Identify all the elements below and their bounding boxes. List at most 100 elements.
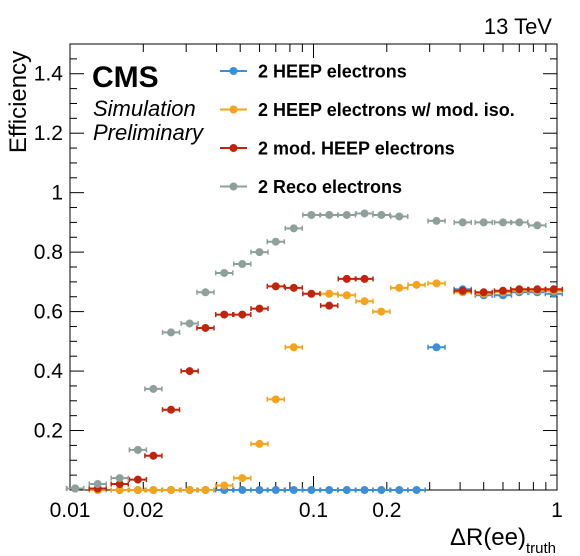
- data-point: [149, 486, 158, 494]
- data-point: [185, 319, 194, 328]
- y-tick-label: 0.2: [34, 420, 63, 443]
- data-point: [220, 481, 229, 490]
- legend-entry: 2 Reco electrons: [220, 177, 402, 197]
- data-point: [220, 268, 229, 277]
- data-point: [360, 274, 369, 283]
- legend-swatch-marker: [229, 144, 238, 152]
- legend-entry: 2 HEEP electrons w/ mod. iso.: [220, 100, 515, 120]
- data-point: [432, 279, 441, 288]
- data-point: [271, 282, 280, 291]
- data-point: [377, 486, 386, 494]
- y-axis-title: Efficiency: [5, 51, 32, 153]
- data-point: [432, 216, 441, 225]
- data-point: [289, 283, 298, 292]
- legend-label: 2 HEEP electrons: [258, 62, 407, 82]
- data-point: [149, 384, 158, 393]
- data-point: [458, 218, 467, 227]
- legend: 2 HEEP electrons 2 HEEP electrons w/ mod.…: [220, 62, 515, 197]
- data-point: [201, 323, 210, 332]
- data-point: [238, 486, 247, 494]
- legend-swatch-marker: [229, 67, 238, 75]
- data-point: [93, 480, 102, 489]
- data-point: [255, 304, 264, 313]
- data-point: [325, 486, 334, 494]
- y-tick-label: 0.4: [34, 360, 64, 383]
- data-point: [533, 221, 542, 230]
- data-point: [115, 486, 124, 494]
- data-point: [325, 301, 334, 310]
- data-point: [255, 248, 264, 257]
- data-point: [167, 405, 176, 414]
- cms-logo-text: CMS: [92, 61, 159, 94]
- data-point: [360, 209, 369, 218]
- data-point: [271, 486, 280, 494]
- simulation-label: Simulation: [93, 96, 196, 121]
- data-point: [115, 480, 124, 489]
- data-point: [115, 474, 124, 483]
- data-point: [255, 486, 264, 494]
- data-point: [412, 486, 421, 494]
- x-tick-label: 0.01: [50, 499, 91, 522]
- data-point: [515, 285, 524, 294]
- data-point: [289, 486, 298, 494]
- data-point: [220, 310, 229, 319]
- data-point: [271, 237, 280, 246]
- y-tick-label: 1.4: [34, 63, 64, 86]
- y-tick-label: 1: [51, 182, 63, 205]
- data-point: [325, 210, 334, 219]
- data-point: [515, 218, 524, 227]
- data-point: [395, 283, 404, 292]
- data-point: [238, 260, 247, 269]
- x-tick-label: 0.2: [372, 499, 401, 522]
- x-tick-label: 0.02: [123, 499, 164, 522]
- x-axis-title-subscript: truth: [526, 540, 556, 556]
- y-tick-label: 1.2: [34, 122, 63, 145]
- data-point: [238, 310, 247, 319]
- data-point: [458, 286, 467, 295]
- data-point: [479, 288, 488, 297]
- energy-label: 13 TeV: [484, 14, 552, 39]
- data-point: [395, 212, 404, 221]
- data-point: [432, 343, 441, 352]
- data-point: [185, 486, 194, 494]
- data-point: [133, 445, 142, 454]
- data-point: [167, 486, 176, 494]
- data-point: [395, 486, 404, 494]
- data-point: [149, 451, 158, 460]
- data-point: [271, 395, 280, 404]
- data-point: [360, 486, 369, 494]
- data-point: [498, 218, 507, 227]
- data-point: [342, 274, 351, 283]
- legend-label: 2 HEEP electrons w/ mod. iso.: [258, 100, 515, 120]
- data-point: [342, 291, 351, 300]
- data-point: [201, 486, 210, 494]
- x-tick-label: 0.1: [299, 499, 328, 522]
- data-point: [201, 288, 210, 297]
- x-axis-title: ΔR(ee): [450, 524, 526, 551]
- series-3: [65, 274, 564, 493]
- legend-entry: 2 mod. HEEP electrons: [220, 139, 455, 159]
- preliminary-label: Preliminary: [93, 120, 205, 145]
- data-point: [412, 280, 421, 289]
- data-point: [325, 289, 334, 298]
- data-point: [342, 210, 351, 219]
- series-4: [65, 209, 547, 493]
- y-tick-label: 0.6: [34, 301, 63, 324]
- data-point: [342, 486, 351, 494]
- y-axis: 0.2 0.4 0.6 0.8 1 1.2 1.4: [34, 43, 557, 476]
- data-point: [185, 367, 194, 376]
- data-point: [167, 328, 176, 337]
- data-point: [498, 286, 507, 295]
- data-point: [289, 224, 298, 233]
- data-point: [377, 307, 386, 316]
- x-axis: 0.01 0.02 0.1 0.2 1: [50, 44, 563, 522]
- x-tick-label: 1: [551, 499, 563, 522]
- data-point: [533, 285, 542, 294]
- data-point: [377, 210, 386, 219]
- data-point: [549, 285, 558, 294]
- data-point: [133, 475, 142, 484]
- y-tick-label: 0.8: [34, 241, 63, 264]
- data-point: [307, 289, 316, 298]
- legend-entry: 2 HEEP electrons: [220, 62, 407, 82]
